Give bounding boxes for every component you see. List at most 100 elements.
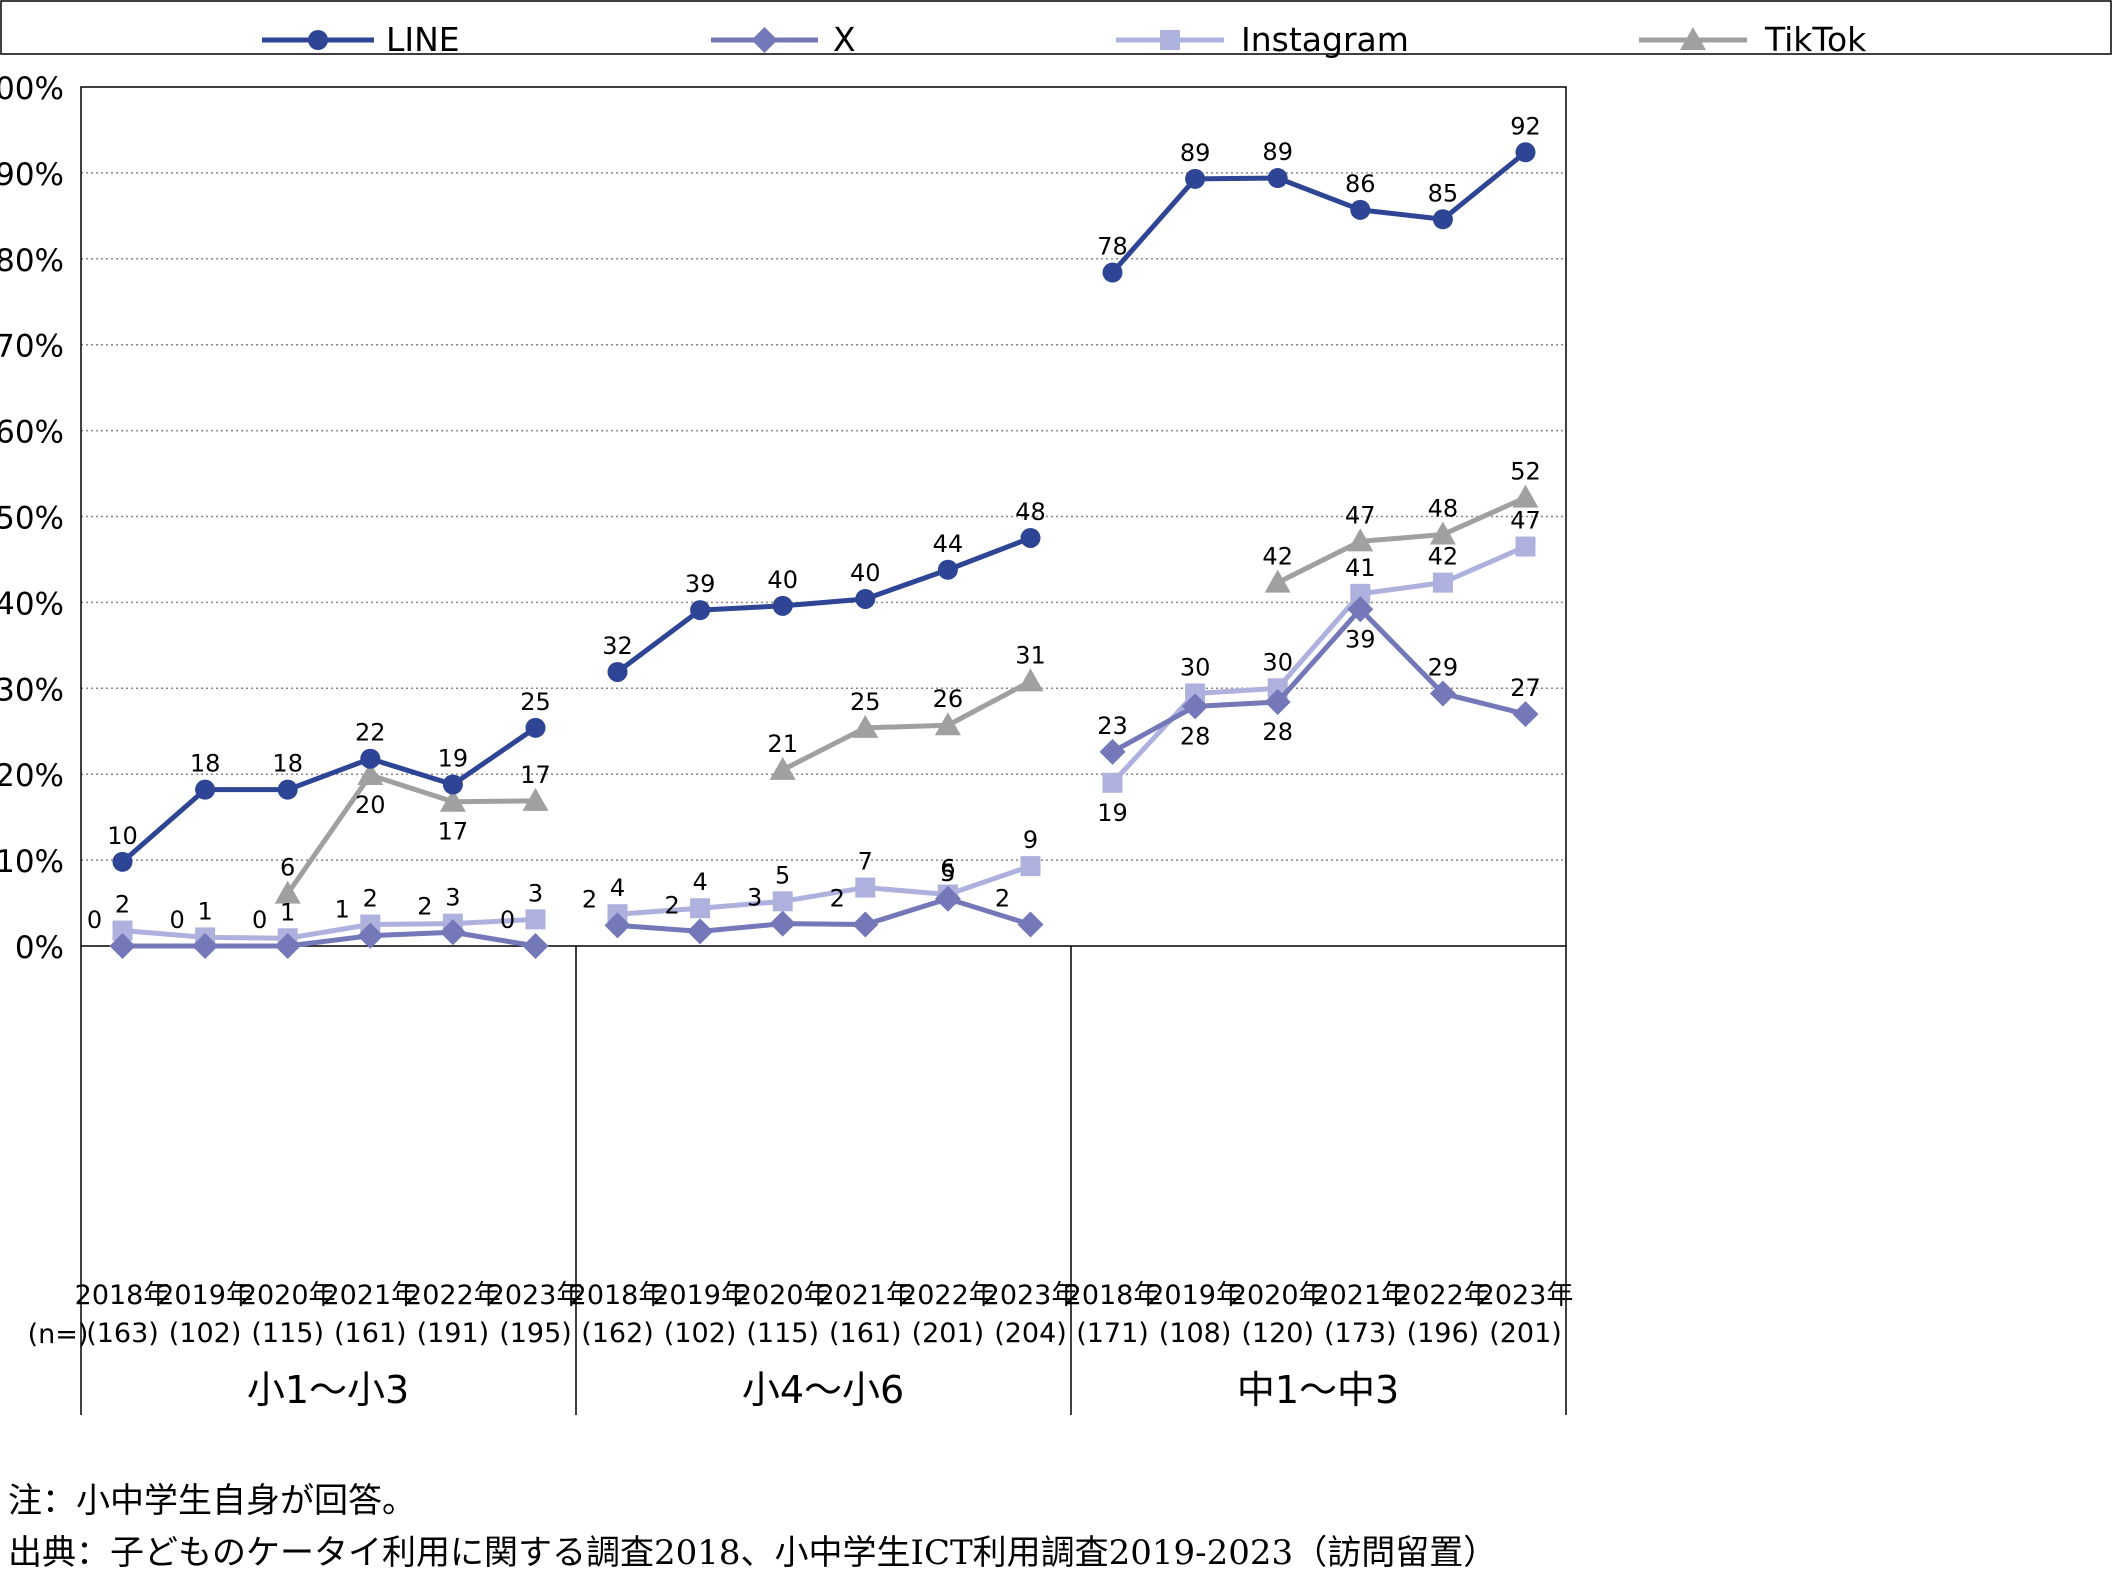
point-line [1267,168,1288,189]
point-x [357,922,384,949]
data-label-line: 19 [438,745,469,773]
point-x [769,910,796,937]
x-tick-year: 2020年 [1230,1280,1326,1311]
series-line-line [120,725,537,864]
x-tick-n: (161) [334,1318,407,1349]
data-label-x: 5 [940,859,955,887]
point-line [195,779,216,800]
x-tick-year: 2021年 [817,1280,913,1311]
data-label-line: 25 [520,688,551,716]
point-instagram [112,920,133,941]
point-x [852,911,879,938]
data-label-tiktok: 21 [767,730,798,758]
point-tiktok [1017,668,1044,692]
point-x [687,918,714,945]
group-label: 中1～中3 [1237,1368,1399,1412]
legend-label-tiktok: TikTok [1764,20,1867,59]
data-label-line: 22 [355,719,386,747]
point-line [525,717,546,738]
point-line [855,588,876,609]
legend-label-instagram: Instagram [1241,20,1409,59]
x-tick-n: (204) [994,1318,1067,1349]
y-tick-label: 100% [0,71,64,107]
x-tick-n: (115) [746,1318,819,1349]
data-label-line: 40 [767,566,798,594]
x-tick-year: 2020年 [240,1280,336,1311]
point-x [604,912,631,939]
plot-area [80,86,1567,947]
point-x [109,933,136,959]
legend-label-line: LINE [386,20,460,59]
x-tick-n: (102) [169,1318,242,1349]
x-tick-n: (191) [417,1318,490,1349]
x-tick-n: (115) [251,1318,324,1349]
data-label-line: 39 [685,570,716,598]
data-label-x: 2 [830,885,845,913]
data-label-x: 39 [1345,625,1376,653]
x-tick-year: 2018年 [1065,1280,1161,1311]
data-label-instagram: 5 [775,861,790,889]
data-label-instagram: 19 [1097,799,1128,827]
point-x [1099,738,1126,765]
data-label-instagram: 2 [115,891,130,919]
series-line-x [617,896,1032,934]
x-tick-n: (161) [829,1318,902,1349]
point-line [772,595,793,616]
data-label-tiktok: 26 [933,685,964,713]
x-tick-year: 2019年 [1147,1280,1243,1311]
point-x [522,933,549,959]
point-line [277,779,298,800]
data-label-x: 28 [1180,722,1211,750]
x-tick-n: (195) [499,1318,572,1349]
group-label: 小1～小3 [247,1368,409,1412]
point-instagram [1102,772,1123,793]
y-tick-label: 50% [0,501,64,537]
series-line-tiktok [1276,495,1527,585]
x-tick-year: 2023年 [983,1280,1079,1311]
data-label-line: 89 [1262,138,1293,166]
data-label-x: 1 [335,896,350,924]
data-label-x: 2 [417,892,432,920]
point-instagram [690,898,711,919]
point-line [1102,262,1123,283]
point-x [1512,701,1539,728]
data-label-line: 32 [602,632,633,660]
data-label-line: 89 [1180,139,1211,167]
x-tick-year: 2018年 [75,1280,171,1311]
axes: 0%10%20%30%40%50%60%70%80%90%100%(n=)201… [0,71,1573,1415]
source-text: 出典：子どものケータイ利用に関する調査2018、小中学生ICT利用調査2019-… [8,1533,1498,1573]
line-chart: LINE X Instagram TikTok 0%10%20%30%40%50%60… [0,0,2112,1415]
x-tick-year: 2020年 [735,1280,831,1311]
point-tiktok [274,880,301,904]
y-tick-label: 60% [0,415,64,451]
point-tiktok [522,787,549,811]
point-line [360,748,381,769]
point-tiktok [852,714,879,738]
point-x [1017,911,1044,938]
legend: LINE X Instagram TikTok [0,0,2112,59]
series-line-line [1110,150,1528,275]
data-label-line: 86 [1345,170,1376,198]
point-instagram [772,891,793,912]
x-tick-n: (173) [1324,1318,1397,1349]
x-tick-n: (201) [912,1318,985,1349]
x-tick-year: 2023年 [488,1280,584,1311]
point-line [690,600,711,621]
x-tick-n: (201) [1489,1318,1562,1349]
data-label-instagram: 3 [445,884,460,912]
gridlines [81,172,1566,861]
x-tick-n: (196) [1407,1318,1480,1349]
point-line [112,851,133,872]
data-label-instagram: 3 [528,879,543,907]
data-label-instagram: 6 [940,854,955,882]
x-tick-n: (120) [1241,1318,1314,1349]
y-tick-label: 30% [0,672,64,708]
point-tiktok [1429,521,1456,545]
point-line [1350,199,1371,220]
data-label-tiktok: 25 [850,688,881,716]
data-label-instagram: 47 [1510,507,1541,535]
data-label-line: 18 [190,750,221,778]
point-tiktok [1512,484,1539,508]
data-label-instagram: 9 [1023,826,1038,854]
y-tick-label: 70% [0,329,64,365]
